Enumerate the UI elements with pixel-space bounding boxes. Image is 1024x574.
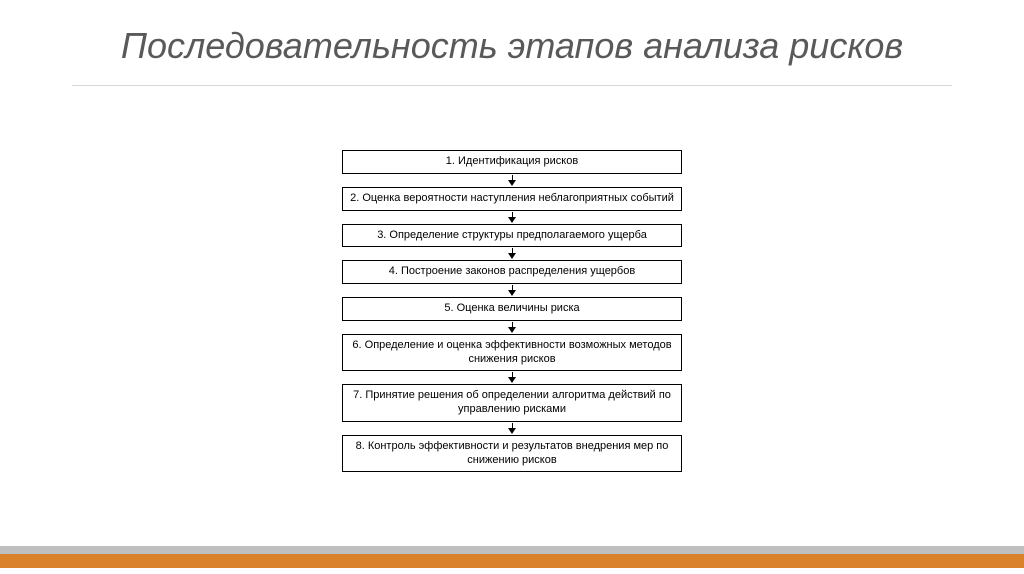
page-title: Последовательность этапов анализа рисков [0, 0, 1024, 67]
bottom-accent-bars [0, 546, 1024, 574]
arrow-icon [508, 423, 516, 435]
flow-node-label: 5. Оценка величины риска [444, 302, 579, 314]
flow-node-label: 4. Построение законов распределения ущер… [389, 265, 635, 277]
flow-node-label: 2. Оценка вероятности наступления неблаг… [350, 192, 674, 204]
flow-node-1: 1. Идентификация рисков [342, 150, 682, 174]
accent-bar-white [0, 568, 1024, 574]
flow-node-label: 6. Определение и оценка эффективности во… [352, 339, 671, 365]
arrow-icon [508, 285, 516, 297]
flow-node-2: 2. Оценка вероятности наступления неблаг… [342, 187, 682, 211]
arrow-icon [508, 322, 516, 334]
arrow-icon [508, 212, 516, 224]
flowchart: 1. Идентификация рисков 2. Оценка вероят… [342, 150, 682, 472]
flow-node-label: 3. Определение структуры предполагаемого… [377, 229, 647, 241]
flow-node-8: 8. Контроль эффективности и результатов … [342, 435, 682, 473]
arrow-icon [508, 175, 516, 187]
flow-node-label: 8. Контроль эффективности и результатов … [356, 440, 669, 466]
flow-node-7: 7. Принятие решения об определении алгор… [342, 384, 682, 422]
accent-bar-orange [0, 554, 1024, 568]
title-underline [72, 85, 952, 86]
slide: Последовательность этапов анализа рисков… [0, 0, 1024, 574]
flow-node-label: 7. Принятие решения об определении алгор… [353, 389, 671, 415]
flow-node-4: 4. Построение законов распределения ущер… [342, 260, 682, 284]
flow-node-3: 3. Определение структуры предполагаемого… [342, 224, 682, 248]
arrow-icon [508, 248, 516, 260]
accent-bar-grey [0, 546, 1024, 554]
flow-node-5: 5. Оценка величины риска [342, 297, 682, 321]
arrow-icon [508, 372, 516, 384]
flow-node-6: 6. Определение и оценка эффективности во… [342, 334, 682, 372]
flow-node-label: 1. Идентификация рисков [446, 155, 578, 167]
